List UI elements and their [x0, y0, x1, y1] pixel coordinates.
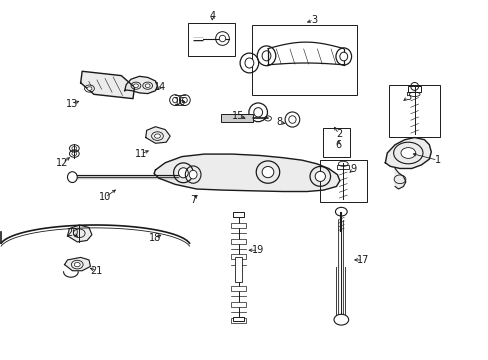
Text: 11: 11 [134, 149, 147, 159]
Bar [320, 160, 366, 202]
Ellipse shape [262, 51, 270, 61]
Bar [235, 257, 242, 282]
Ellipse shape [172, 97, 177, 103]
Polygon shape [394, 168, 405, 189]
Bar [407, 86, 420, 92]
Text: 8: 8 [276, 117, 282, 127]
Ellipse shape [339, 52, 347, 61]
Bar [221, 114, 252, 122]
Polygon shape [81, 71, 134, 99]
Circle shape [333, 314, 348, 325]
Text: 14: 14 [154, 82, 166, 92]
Text: 5: 5 [405, 92, 410, 102]
Bar [251, 25, 356, 95]
Bar [388, 85, 439, 137]
Text: 16: 16 [173, 96, 186, 107]
Ellipse shape [288, 116, 296, 123]
Text: 1: 1 [434, 155, 440, 165]
Text: 13: 13 [66, 99, 79, 109]
Ellipse shape [219, 35, 225, 42]
Text: 7: 7 [190, 195, 196, 205]
Text: 2: 2 [335, 129, 341, 139]
Circle shape [87, 87, 92, 90]
Bar [230, 223, 246, 228]
Circle shape [74, 262, 80, 267]
Ellipse shape [262, 166, 273, 177]
Text: 4: 4 [209, 11, 215, 21]
Bar [230, 318, 246, 323]
Text: 15: 15 [232, 111, 244, 121]
Ellipse shape [314, 171, 325, 181]
Polygon shape [67, 225, 92, 242]
Text: 9: 9 [350, 164, 356, 174]
Text: 17: 17 [356, 255, 368, 265]
Circle shape [72, 152, 77, 156]
Text: 3: 3 [310, 15, 316, 25]
Polygon shape [385, 138, 430, 168]
Ellipse shape [178, 168, 188, 178]
Circle shape [145, 84, 150, 87]
Circle shape [133, 84, 138, 87]
Polygon shape [124, 76, 157, 94]
Bar [230, 286, 246, 291]
Bar [337, 165, 348, 169]
Text: 19: 19 [251, 245, 264, 255]
Bar [188, 23, 234, 56]
Polygon shape [145, 127, 170, 143]
Text: 12: 12 [56, 158, 69, 168]
Polygon shape [64, 257, 90, 271]
Bar [232, 212, 244, 217]
Text: 18: 18 [149, 233, 162, 243]
Circle shape [400, 148, 415, 158]
Circle shape [335, 207, 346, 216]
Ellipse shape [189, 170, 197, 179]
Circle shape [154, 134, 160, 138]
Circle shape [72, 147, 77, 150]
Bar [232, 317, 244, 321]
Bar [230, 254, 246, 259]
Bar [230, 239, 246, 244]
Text: 21: 21 [90, 266, 103, 276]
Ellipse shape [182, 97, 187, 103]
Bar [322, 128, 349, 157]
Ellipse shape [244, 58, 253, 68]
Ellipse shape [253, 108, 262, 117]
Text: 6: 6 [335, 140, 341, 150]
Text: 10: 10 [99, 192, 111, 202]
Bar [230, 302, 246, 307]
Polygon shape [154, 154, 339, 192]
Text: 20: 20 [66, 228, 79, 238]
Ellipse shape [67, 172, 77, 183]
